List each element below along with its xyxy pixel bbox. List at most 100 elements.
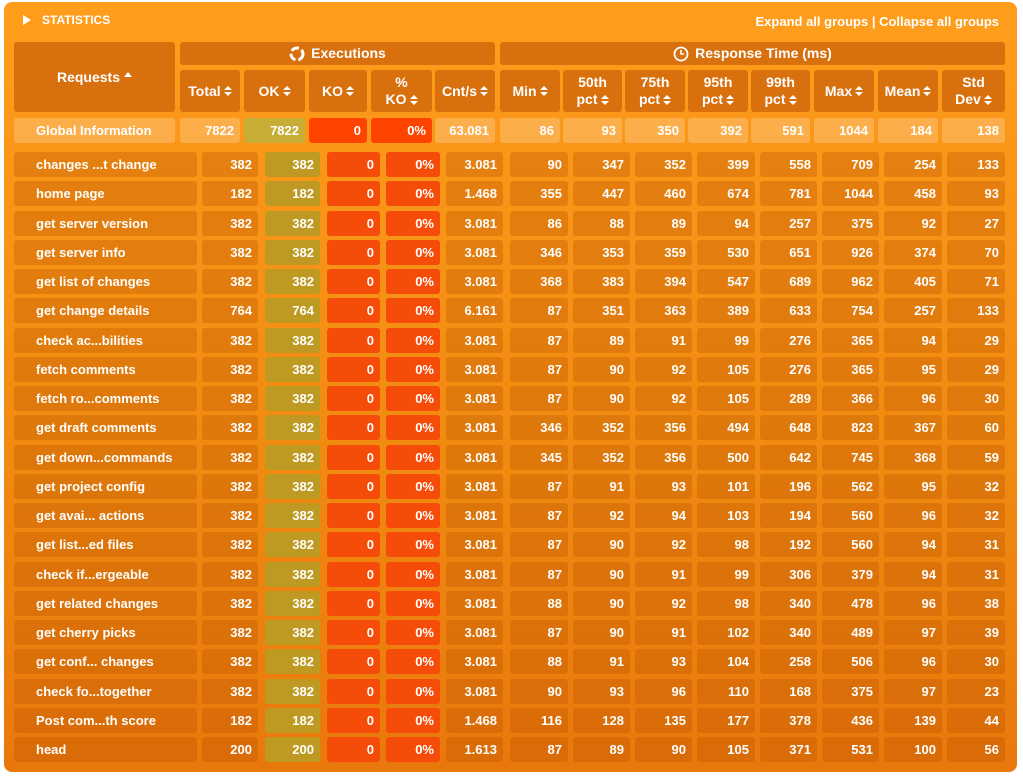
request-name: changes ...t change — [14, 152, 197, 177]
stat-cell: 356 — [635, 444, 692, 470]
stat-cell: 560 — [822, 532, 879, 558]
stat-cell: 86 — [510, 210, 568, 236]
column-header[interactable]: Min — [500, 70, 560, 112]
stat-cell: 399 — [697, 152, 755, 177]
stat-cell: 99 — [697, 561, 755, 587]
stat-cell: 382 — [202, 503, 258, 528]
column-header[interactable]: Std Dev — [942, 70, 1005, 112]
stat-cell: 394 — [635, 269, 692, 294]
stat-cell: 70 — [947, 239, 1005, 265]
stat-cell: 547 — [697, 269, 755, 294]
stat-cell: 382 — [202, 239, 258, 265]
request-name: fetch comments — [14, 356, 197, 382]
column-header[interactable]: 99th pct — [751, 70, 810, 112]
column-header-label: Min — [512, 83, 548, 100]
stat-cell: 562 — [822, 473, 879, 499]
executions-icon — [289, 46, 305, 61]
stat-cell: 93 — [635, 649, 692, 675]
stat-cell: 489 — [822, 620, 879, 645]
stat-cell: 87 — [510, 298, 568, 324]
stat-cell: 98 — [697, 532, 755, 558]
stat-cell: 347 — [573, 152, 630, 177]
stat-cell: 500 — [697, 444, 755, 470]
stat-cell: 87 — [510, 473, 568, 499]
stat-cell: 382 — [265, 152, 320, 177]
stat-cell: 184 — [878, 118, 938, 143]
sort-icon — [223, 86, 232, 97]
stat-cell: 87 — [510, 561, 568, 587]
stat-cell: 90 — [510, 152, 568, 177]
column-header[interactable]: Mean — [878, 70, 938, 112]
stat-cell: 0% — [386, 737, 440, 762]
stat-cell: 0 — [327, 327, 380, 353]
stat-cell: 0% — [386, 181, 440, 207]
column-header[interactable]: 50th pct — [563, 70, 622, 112]
stat-cell: 3.081 — [446, 678, 503, 704]
request-name: get draft comments — [14, 415, 197, 441]
stat-cell: 3.081 — [446, 473, 503, 499]
column-header[interactable]: OK — [244, 70, 305, 112]
stat-cell: 382 — [265, 590, 320, 616]
stat-cell: 63.081 — [435, 118, 495, 143]
requests-header[interactable]: Requests — [14, 42, 175, 112]
sort-icon — [788, 94, 797, 106]
sort-icon — [923, 86, 932, 97]
stat-cell: 1.468 — [446, 707, 503, 733]
stat-cell: 3.081 — [446, 620, 503, 645]
stat-cell: 382 — [265, 210, 320, 236]
column-header-label: 99th pct — [764, 74, 797, 107]
expand-link[interactable]: Expand all groups — [755, 14, 869, 29]
column-header[interactable]: 95th pct — [688, 70, 748, 112]
column-header-label: Max — [825, 83, 864, 100]
stat-cell: 96 — [635, 678, 692, 704]
column-header[interactable]: Cnt/s — [435, 70, 495, 112]
column-header[interactable]: KO — [309, 70, 367, 112]
stat-cell: 92 — [635, 532, 692, 558]
stat-cell: 105 — [697, 356, 755, 382]
column-header-label: Std Dev — [942, 74, 1005, 108]
stat-cell: 177 — [697, 707, 755, 733]
stat-cell: 382 — [265, 327, 320, 353]
stat-cell: 1044 — [822, 181, 879, 207]
stat-cell: 0% — [386, 269, 440, 294]
stat-cell: 0 — [327, 473, 380, 499]
stat-cell: 365 — [822, 356, 879, 382]
statistics-toggle[interactable]: STATISTICS — [22, 13, 110, 27]
stat-cell: 29 — [947, 327, 1005, 353]
stat-cell: 0 — [327, 181, 380, 207]
stat-cell: 0 — [327, 561, 380, 587]
stat-cell: 87 — [510, 532, 568, 558]
stat-cell: 94 — [884, 327, 942, 353]
stat-cell: 651 — [760, 239, 817, 265]
stat-cell: 30 — [947, 649, 1005, 675]
stat-cell: 90 — [635, 737, 692, 762]
sort-icon — [480, 86, 488, 97]
stat-cell: 38 — [947, 590, 1005, 616]
column-header[interactable]: Max — [814, 70, 874, 112]
column-header-label: Cnt/s — [442, 83, 488, 100]
column-header[interactable]: % KO — [371, 70, 432, 112]
stat-cell: 365 — [822, 327, 879, 353]
stat-cell: 71 — [947, 269, 1005, 294]
stat-cell: 3.081 — [446, 327, 503, 353]
collapse-link[interactable]: Collapse all groups — [879, 14, 999, 29]
stat-cell: 39 — [947, 620, 1005, 645]
stat-cell: 139 — [884, 707, 942, 733]
stat-cell: 3.081 — [446, 239, 503, 265]
stat-cell: 93 — [573, 678, 630, 704]
stat-cell: 0% — [386, 327, 440, 353]
stat-cell: 31 — [947, 532, 1005, 558]
column-header[interactable]: Total — [180, 70, 240, 112]
stat-cell: 0% — [386, 620, 440, 645]
stat-cell: 257 — [884, 298, 942, 324]
stat-cell: 254 — [884, 152, 942, 177]
stat-cell: 382 — [202, 620, 258, 645]
stat-cell: 382 — [265, 444, 320, 470]
stat-cell: 0 — [327, 386, 380, 411]
stat-cell: 92 — [884, 210, 942, 236]
column-header-label: KO — [322, 83, 354, 100]
stat-cell: 90 — [573, 590, 630, 616]
column-header[interactable]: 75th pct — [625, 70, 685, 112]
stat-cell: 89 — [573, 327, 630, 353]
stat-cell: 3.081 — [446, 649, 503, 675]
